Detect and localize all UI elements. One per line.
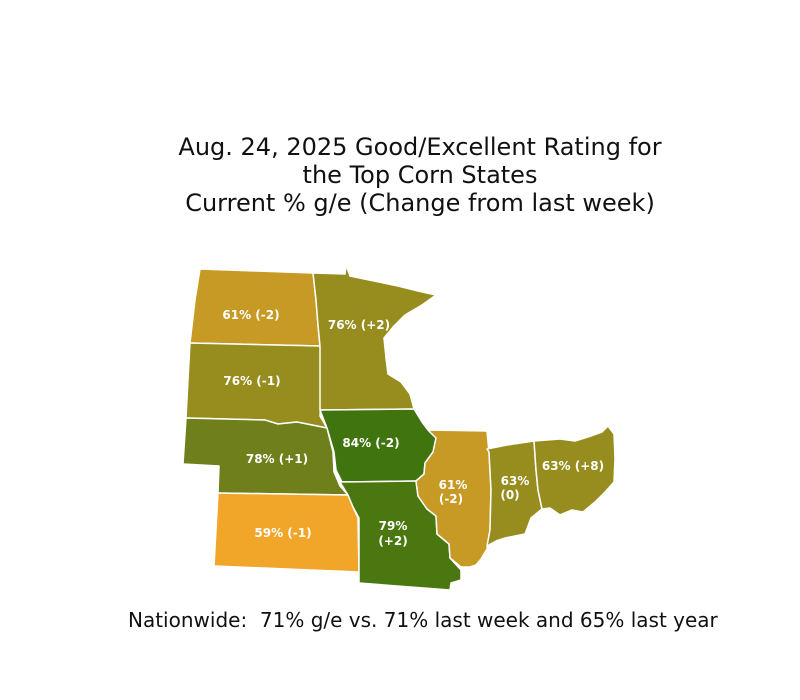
title-line-1: Aug. 24, 2025 Good/Excellent Rating for bbox=[178, 133, 662, 161]
label-kansas: 59% (-1) bbox=[254, 526, 311, 540]
title-line-3: Current % g/e (Change from last week) bbox=[185, 189, 655, 217]
label-nebraska: 78% (+1) bbox=[246, 452, 308, 466]
label-indiana-line2: (0) bbox=[500, 488, 519, 502]
state-minnesota[interactable] bbox=[312, 264, 437, 411]
state-ohio[interactable] bbox=[533, 425, 616, 516]
nationwide-summary: Nationwide: 71% g/e vs. 71% last week an… bbox=[128, 608, 718, 632]
label-illinois-line2: (-2) bbox=[439, 492, 463, 506]
state-nebraska[interactable] bbox=[182, 417, 349, 496]
label-minnesota: 76% (+2) bbox=[328, 318, 390, 332]
map-title: Aug. 24, 2025 Good/Excellent Rating for … bbox=[0, 133, 800, 217]
title-line-2: the Top Corn States bbox=[302, 161, 538, 189]
label-north-dakota: 61% (-2) bbox=[222, 308, 279, 322]
label-missouri-line2: (+2) bbox=[378, 534, 407, 548]
label-ohio: 63% (+8) bbox=[542, 459, 604, 473]
label-missouri-line1: 79% bbox=[379, 519, 408, 533]
label-illinois-line1: 61% bbox=[439, 478, 468, 492]
label-indiana-line1: 63% bbox=[501, 474, 530, 488]
label-iowa: 84% (-2) bbox=[342, 436, 399, 450]
label-south-dakota: 76% (-1) bbox=[223, 374, 280, 388]
